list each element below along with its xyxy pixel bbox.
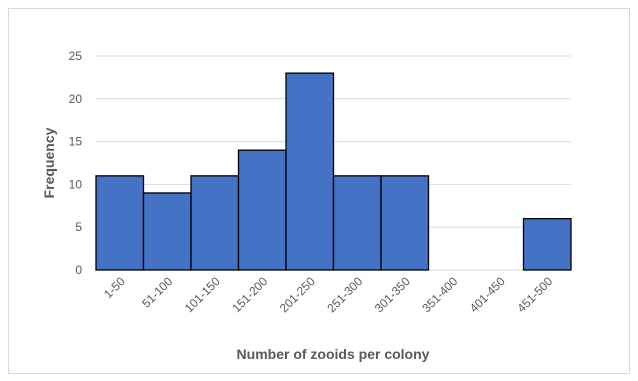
x-tick-label: 101-150 xyxy=(182,274,223,315)
x-tick-label: 401-450 xyxy=(467,274,508,315)
bar-451-500 xyxy=(522,217,572,271)
y-tick-labels: 0 5 10 15 20 25 xyxy=(69,49,83,277)
y-tick-label: 5 xyxy=(75,220,82,234)
x-tick-label: 351-400 xyxy=(419,274,460,315)
x-tick-labels: 1-50 51-100 101-150 151-200 201-250 251-300 30… xyxy=(101,274,556,315)
x-axis-title: Number of zooids per colony xyxy=(237,346,430,362)
bar-251-300 xyxy=(332,175,382,271)
y-tick-label: 25 xyxy=(69,49,83,63)
x-tick-label: 1-50 xyxy=(101,274,128,301)
y-tick-label: 20 xyxy=(69,92,83,106)
y-tick-label: 0 xyxy=(75,263,82,277)
y-tick-label: 10 xyxy=(69,177,83,191)
bar-1-50 xyxy=(95,175,145,271)
bar-51-100 xyxy=(142,192,192,271)
x-tick-label: 251-300 xyxy=(324,274,365,315)
x-tick-label: 151-200 xyxy=(229,274,270,315)
x-tick-label: 51-100 xyxy=(139,274,176,311)
bar-201-250 xyxy=(285,72,335,271)
x-tick-label: 451-500 xyxy=(514,274,555,315)
bars xyxy=(95,72,572,271)
bar-151-200 xyxy=(237,149,287,271)
bar-101-150 xyxy=(190,175,240,271)
y-axis-title: Frequency xyxy=(41,127,57,198)
bar-301-350 xyxy=(380,175,430,271)
y-tick-label: 15 xyxy=(69,135,83,149)
x-tick-label: 301-350 xyxy=(372,274,413,315)
x-tick-label: 201-250 xyxy=(277,274,318,315)
